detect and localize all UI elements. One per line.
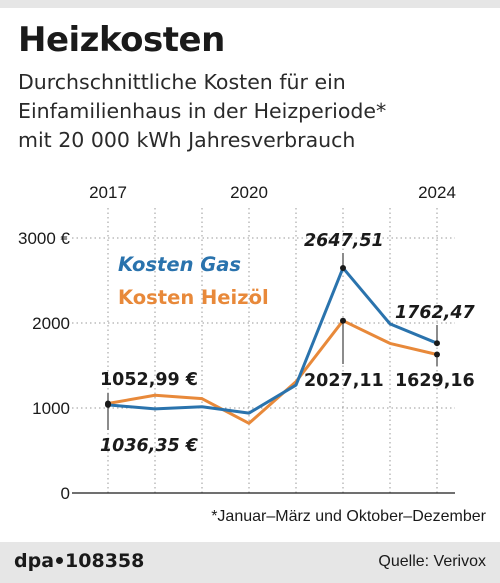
y-tick-label: 0 bbox=[61, 484, 70, 503]
dpa-logo: dpa 108358 bbox=[14, 550, 144, 572]
logo-number: 108358 bbox=[65, 550, 145, 572]
series-line-oil bbox=[106, 319, 439, 425]
chart-title: Heizkosten bbox=[18, 20, 225, 60]
x-tick-label: 2020 bbox=[230, 183, 268, 202]
footnote: *Januar–März und Oktober–Dezember bbox=[211, 508, 486, 525]
data-label: 1762,47 bbox=[395, 303, 476, 323]
y-tick-label: 3000 € bbox=[18, 229, 71, 248]
data-point-marker bbox=[340, 264, 346, 271]
top-bar bbox=[0, 0, 500, 8]
subtitle-line: Einfamilienhaus in der Heizperiode* bbox=[18, 99, 387, 123]
chart-subtitle: Durchschnittliche Kosten für ein Einfami… bbox=[18, 68, 488, 155]
data-label: 2647,51 bbox=[304, 231, 384, 251]
data-label: 1052,99 € bbox=[100, 370, 198, 390]
data-label: 1629,16 bbox=[395, 371, 475, 391]
data-point-marker bbox=[434, 340, 440, 347]
logo-dot-icon bbox=[56, 556, 64, 564]
legend-entry: Kosten Heizöl bbox=[118, 286, 269, 309]
footer-bar: dpa 108358 Quelle: Verivox bbox=[0, 542, 500, 583]
line-chart: 0 1000 2000 3000 € 2017 2020 2024 Kosten Gas Kos… bbox=[18, 183, 476, 503]
x-tick-label: 2017 bbox=[89, 183, 127, 202]
subtitle-line: mit 20 000 kWh Jahresverbrauch bbox=[18, 128, 356, 152]
x-tick-label: 2024 bbox=[418, 183, 456, 202]
legend-entry: Kosten Gas bbox=[118, 253, 241, 276]
logo-brand: dpa bbox=[14, 550, 55, 572]
y-tick-label: 2000 bbox=[32, 314, 70, 333]
y-tick-label: 1000 bbox=[32, 399, 70, 418]
subtitle-line: Durchschnittliche Kosten für ein bbox=[18, 70, 346, 94]
data-label: 1036,35 € bbox=[100, 436, 199, 456]
data-point-marker bbox=[434, 351, 440, 358]
source-credit: Quelle: Verivox bbox=[378, 553, 486, 570]
data-point-marker bbox=[105, 401, 111, 408]
data-label: 2027,11 bbox=[304, 371, 384, 391]
series-line-gas bbox=[106, 266, 439, 415]
data-point-marker bbox=[340, 317, 346, 324]
